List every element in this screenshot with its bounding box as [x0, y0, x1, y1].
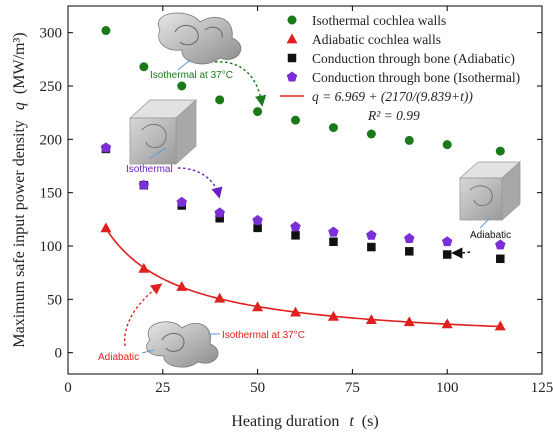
- point-bone-adiabatic: [253, 223, 262, 233]
- legend-label-bone-adiabatic: Conduction through bone (Adiabatic): [312, 51, 515, 66]
- annotation-adiabatic-bottom: Adiabatic: [98, 352, 139, 363]
- legend-marker-bone-isothermal: [286, 71, 298, 82]
- x-tick-label: 100: [436, 380, 459, 396]
- point-bone-adiabatic: [405, 247, 414, 256]
- point-isothermal-walls: [404, 135, 414, 145]
- cochlea-bottom-pointer-left: [141, 349, 155, 354]
- point-bone-isothermal: [495, 239, 506, 250]
- x-axis-unit: (s): [362, 413, 379, 430]
- y-tick-label: 250: [40, 79, 63, 95]
- bone-cube-right-illustration: [458, 161, 522, 221]
- x-tick-label: 75: [345, 380, 360, 396]
- point-adiabatic-walls: [176, 281, 188, 291]
- x-axis-label: Heating duration: [231, 413, 339, 430]
- fit-curve: [105, 228, 501, 328]
- iso-mid-arrow: [177, 167, 223, 199]
- bone-cube-left-illustration: [128, 99, 198, 165]
- annotation-iso37-top: Isothermal at 37°C: [150, 70, 233, 81]
- legend: Isothermal cochlea walls Adiabatic cochl…: [280, 13, 520, 123]
- point-bone-isothermal: [214, 207, 225, 218]
- point-bone-adiabatic: [442, 250, 452, 259]
- y-tick-label: 100: [40, 239, 63, 255]
- cochlea-model-top-illustration: [158, 12, 242, 65]
- point-bone-adiabatic: [367, 242, 376, 252]
- point-adiabatic-walls: [365, 314, 377, 324]
- point-adiabatic-walls: [290, 306, 302, 317]
- point-adiabatic-walls: [494, 320, 506, 331]
- y-axis-variable: q: [11, 102, 28, 110]
- cube-left-pointer: [149, 147, 167, 159]
- annotation-adiabatic-right: Adiabatic: [470, 230, 511, 241]
- point-adiabatic-walls: [100, 222, 112, 233]
- point-isothermal-walls: [177, 81, 187, 91]
- point-isothermal-walls: [328, 123, 338, 133]
- point-isothermal-walls: [139, 62, 149, 72]
- y-tick-label: 0: [55, 346, 63, 362]
- point-bone-isothermal: [366, 229, 377, 240]
- y-tick-label: 200: [40, 132, 63, 148]
- legend-fit-equation: q = 6.969 + (2170/(9.839+t)): [312, 89, 473, 104]
- y-tick-label: 150: [40, 186, 63, 202]
- point-isothermal-walls: [442, 140, 452, 150]
- x-axis-variable: t: [349, 413, 354, 430]
- legend-markers: [286, 15, 298, 82]
- y-tick-label: 300: [40, 26, 63, 42]
- x-tick-label: 125: [531, 380, 553, 396]
- point-isothermal-walls: [495, 146, 505, 156]
- adiabatic-right-arrow: [451, 247, 471, 259]
- adiabatic-bottom-arrow: [124, 283, 163, 347]
- point-adiabatic-walls: [138, 262, 150, 273]
- point-bone-adiabatic: [329, 237, 338, 246]
- point-isothermal-walls: [101, 26, 111, 36]
- y-axis-unit: (MW/m³): [11, 32, 28, 94]
- y-axis-label: Maximum safe input power density: [11, 120, 28, 348]
- cube-right-pointer: [479, 217, 491, 229]
- x-tick-label: 50: [250, 380, 265, 396]
- point-adiabatic-walls: [327, 310, 339, 321]
- point-isothermal-walls: [215, 95, 225, 105]
- y-tick-label: 50: [47, 292, 62, 308]
- iso37-top-arrow: [214, 61, 267, 107]
- cochlea-top-pointer: [177, 59, 191, 71]
- legend-marker-bone-adiabatic: [287, 53, 297, 63]
- y-axis-ticks: 0 50 100 150 200 250 300: [40, 26, 542, 362]
- point-bone-adiabatic: [215, 214, 224, 223]
- legend-fit-r2: R² = 0.99: [367, 108, 420, 123]
- legend-label-adiabatic-walls: Adiabatic cochlea walls: [312, 32, 441, 47]
- point-bone-isothermal: [441, 236, 453, 247]
- point-adiabatic-walls: [403, 316, 415, 327]
- data-markers: [100, 26, 506, 331]
- annotation-iso37-bottom: Isothermal at 37°C: [222, 330, 305, 341]
- x-axis-ticks: 0 25 50 75 100 125: [64, 6, 553, 396]
- point-bone-isothermal: [328, 226, 339, 237]
- point-bone-isothermal: [252, 214, 263, 225]
- point-bone-isothermal: [176, 196, 187, 207]
- point-isothermal-walls: [253, 107, 263, 117]
- point-bone-adiabatic: [291, 231, 300, 240]
- point-bone-isothermal: [404, 233, 415, 243]
- plot-frame: [67, 5, 543, 375]
- point-isothermal-walls: [366, 129, 376, 139]
- legend-marker-adiabatic-walls: [286, 33, 298, 44]
- y-axis-title: Maximum safe input power density q (MW/m…: [11, 32, 28, 347]
- point-adiabatic-walls: [252, 301, 264, 312]
- x-axis-title: Heating duration t (s): [231, 413, 378, 430]
- cochlea-model-bottom-illustration: [146, 321, 219, 368]
- point-adiabatic-walls: [214, 292, 226, 303]
- point-bone-isothermal: [100, 142, 112, 153]
- point-isothermal-walls: [291, 115, 301, 125]
- point-adiabatic-walls: [441, 318, 453, 329]
- point-bone-isothermal: [138, 179, 150, 190]
- x-tick-label: 25: [155, 380, 170, 396]
- legend-label-bone-isothermal: Conduction through bone (Isothermal): [312, 70, 520, 85]
- point-bone-isothermal: [290, 221, 301, 232]
- point-bone-adiabatic: [496, 254, 505, 264]
- annotation-iso-mid: Isothermal: [126, 164, 173, 175]
- legend-marker-isothermal-walls: [287, 15, 297, 25]
- x-tick-label: 0: [64, 380, 72, 396]
- legend-label-isothermal-walls: Isothermal cochlea walls: [312, 13, 446, 28]
